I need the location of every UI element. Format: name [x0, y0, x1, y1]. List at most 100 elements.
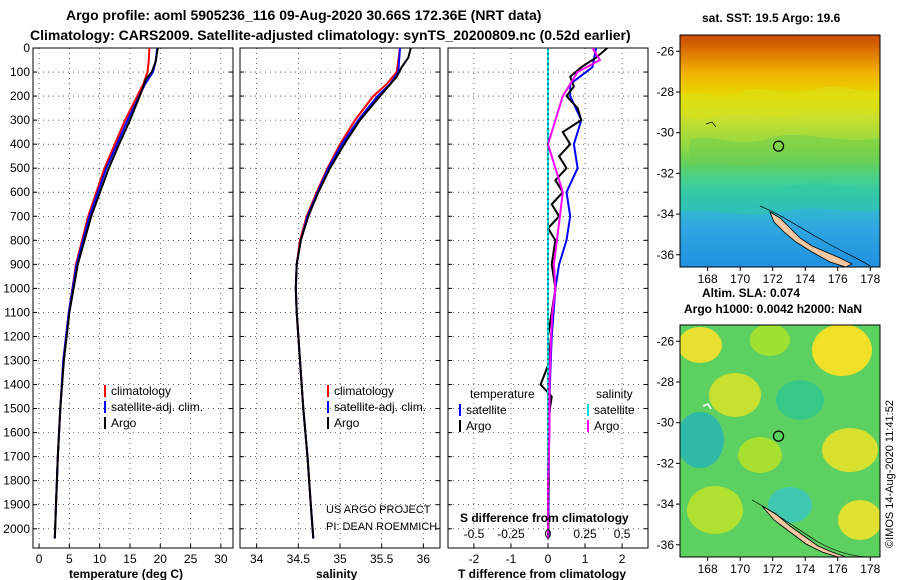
y-tick-label: 100: [10, 65, 30, 79]
sla-float-marker: [772, 430, 785, 442]
x-tick-label: 30: [214, 552, 228, 566]
sla-blob: [768, 487, 812, 523]
imos-stamp: ©IMOS 14-Aug-2020 11:41:52: [884, 400, 896, 548]
legend-entry: Argo: [466, 419, 492, 433]
y-tick-label: 700: [10, 209, 30, 223]
sla-blob: [838, 500, 880, 540]
lat-tick-label: -32: [657, 166, 675, 180]
salinity-series-argo: [294, 47, 412, 539]
legend-entry: Argo: [594, 419, 620, 433]
y-tick-label: 1800: [3, 474, 30, 488]
lon-tick-label: 168: [698, 562, 718, 576]
x-tick-label: -1: [506, 552, 517, 566]
sla-map: -26 -28 -30 -32 -34 -36 168 170 172 174 176 178: [657, 324, 881, 576]
sla-white-spot: [702, 403, 712, 410]
x-tick-label: 0: [545, 552, 552, 566]
lon-tick-label: 174: [795, 562, 815, 576]
figure-title-line2: Climatology: CARS2009. Satellite-adjuste…: [30, 27, 631, 43]
sst-new-zealand-land: [769, 211, 853, 267]
salinity-series-climatology: [294, 47, 401, 539]
y-tick-label: 2000: [3, 522, 30, 536]
legend-entry: Argo: [111, 416, 137, 430]
y-tick-label: 200: [10, 89, 30, 103]
lat-tick-label: -30: [657, 126, 675, 140]
lat-tick-label: -32: [657, 456, 675, 470]
y-tick-label: 400: [10, 137, 30, 151]
lat-tick-label: -34: [657, 207, 675, 221]
x-tick-label: 5: [66, 552, 73, 566]
salinity-xlabel: salinity: [316, 567, 358, 580]
temperature-frame: [32, 47, 234, 549]
salinity-grid: [240, 47, 440, 548]
difference-xlabel: T difference from climatology: [458, 567, 626, 580]
difference-xlabel-top: S difference from climatology: [460, 511, 629, 525]
s-tick-label: -0.25: [497, 527, 525, 541]
x-tick-label: 10: [93, 552, 107, 566]
x-tick-label: 25: [184, 552, 198, 566]
y-tick-label: 1200: [3, 329, 30, 343]
lon-tick-label: 176: [828, 272, 848, 286]
sst-map: -26 -28 -30 -32 -34 -36 168 170 172 174 176 178: [657, 34, 881, 286]
sla-blob: [687, 486, 743, 534]
x-tick-label: 34.5: [287, 552, 311, 566]
sst-warm-band: [680, 86, 880, 120]
sla-blob: [709, 373, 761, 417]
y-tick-label: 900: [10, 257, 30, 271]
lon-tick-label: 178: [860, 562, 880, 576]
y-tick-label: 1000: [3, 281, 30, 295]
lon-tick-label: 178: [860, 272, 880, 286]
difference-series-t-argo: [539, 47, 608, 539]
sst-float-marker: [772, 140, 785, 152]
sla-blob: [812, 325, 872, 376]
y-tick-label: 0: [23, 41, 30, 55]
temperature-series-climatology: [53, 47, 151, 539]
legend-entry: satellite: [466, 403, 507, 417]
s-tick-label: 0.25: [573, 527, 597, 541]
sst-map-frame: [679, 34, 881, 268]
x-tick-label: 36: [417, 552, 431, 566]
sla-map-title: Altim. SLA: 0.074: [702, 286, 800, 300]
y-tick-label: 1500: [3, 402, 30, 416]
lon-tick-label: 170: [730, 272, 750, 286]
sst-cool-band: [680, 183, 880, 215]
lat-tick-label: -34: [657, 497, 675, 511]
sst-mid-band: [690, 134, 880, 166]
lat-tick-label: -28: [657, 375, 675, 389]
lon-tick-label: 172: [763, 562, 783, 576]
lat-tick-label: -26: [657, 334, 675, 348]
legend-entry: climatology: [334, 384, 394, 398]
difference-panel: -2 -1 0 1 2T difference from climatology temp…: [447, 47, 649, 580]
s-tick-label: 0.5: [614, 527, 631, 541]
sla-map-frame: [679, 324, 881, 558]
legend-entry: climatology: [111, 384, 171, 398]
sst-ice-contour: [705, 121, 717, 128]
sla-blob: [776, 380, 824, 420]
credit-line1: US ARGO PROJECT: [326, 504, 431, 516]
y-tick-label: 1600: [3, 426, 30, 440]
lon-tick-label: 176: [828, 562, 848, 576]
x-tick-label: 1: [582, 552, 589, 566]
temperature-panel: 0100200300400500600700800900100011001200…: [3, 41, 234, 580]
sst-shelf-contour: [759, 205, 871, 267]
legend-entry: Argo: [334, 416, 360, 430]
lat-tick-label: -36: [657, 538, 675, 552]
temperature-xlabel: temperature (deg C): [69, 567, 183, 580]
difference-series-s-argo: [546, 47, 602, 539]
x-tick-label: 20: [154, 552, 168, 566]
y-tick-label: 1900: [3, 498, 30, 512]
y-tick-label: 1100: [4, 305, 30, 319]
sla-blob: [738, 437, 782, 473]
lon-tick-label: 168: [698, 272, 718, 286]
lon-tick-label: 172: [763, 272, 783, 286]
sla-blob: [680, 412, 724, 468]
temperature-series-argo: [53, 47, 159, 539]
lon-tick-label: 174: [795, 272, 815, 286]
h-map-title: Argo h1000: 0.0042 h2000: NaN: [684, 302, 862, 316]
y-tick-label: 500: [10, 161, 30, 175]
y-tick-label: 800: [10, 233, 30, 247]
sla-map-axes: -26 -28 -30 -32 -34 -36 168 170 172 174 176 178: [657, 334, 881, 576]
figure-title-line1: Argo profile: aoml 5905236_116 09-Aug-20…: [66, 7, 541, 23]
sla-shelf-contour: [751, 499, 867, 557]
x-tick-label: 35: [333, 552, 347, 566]
